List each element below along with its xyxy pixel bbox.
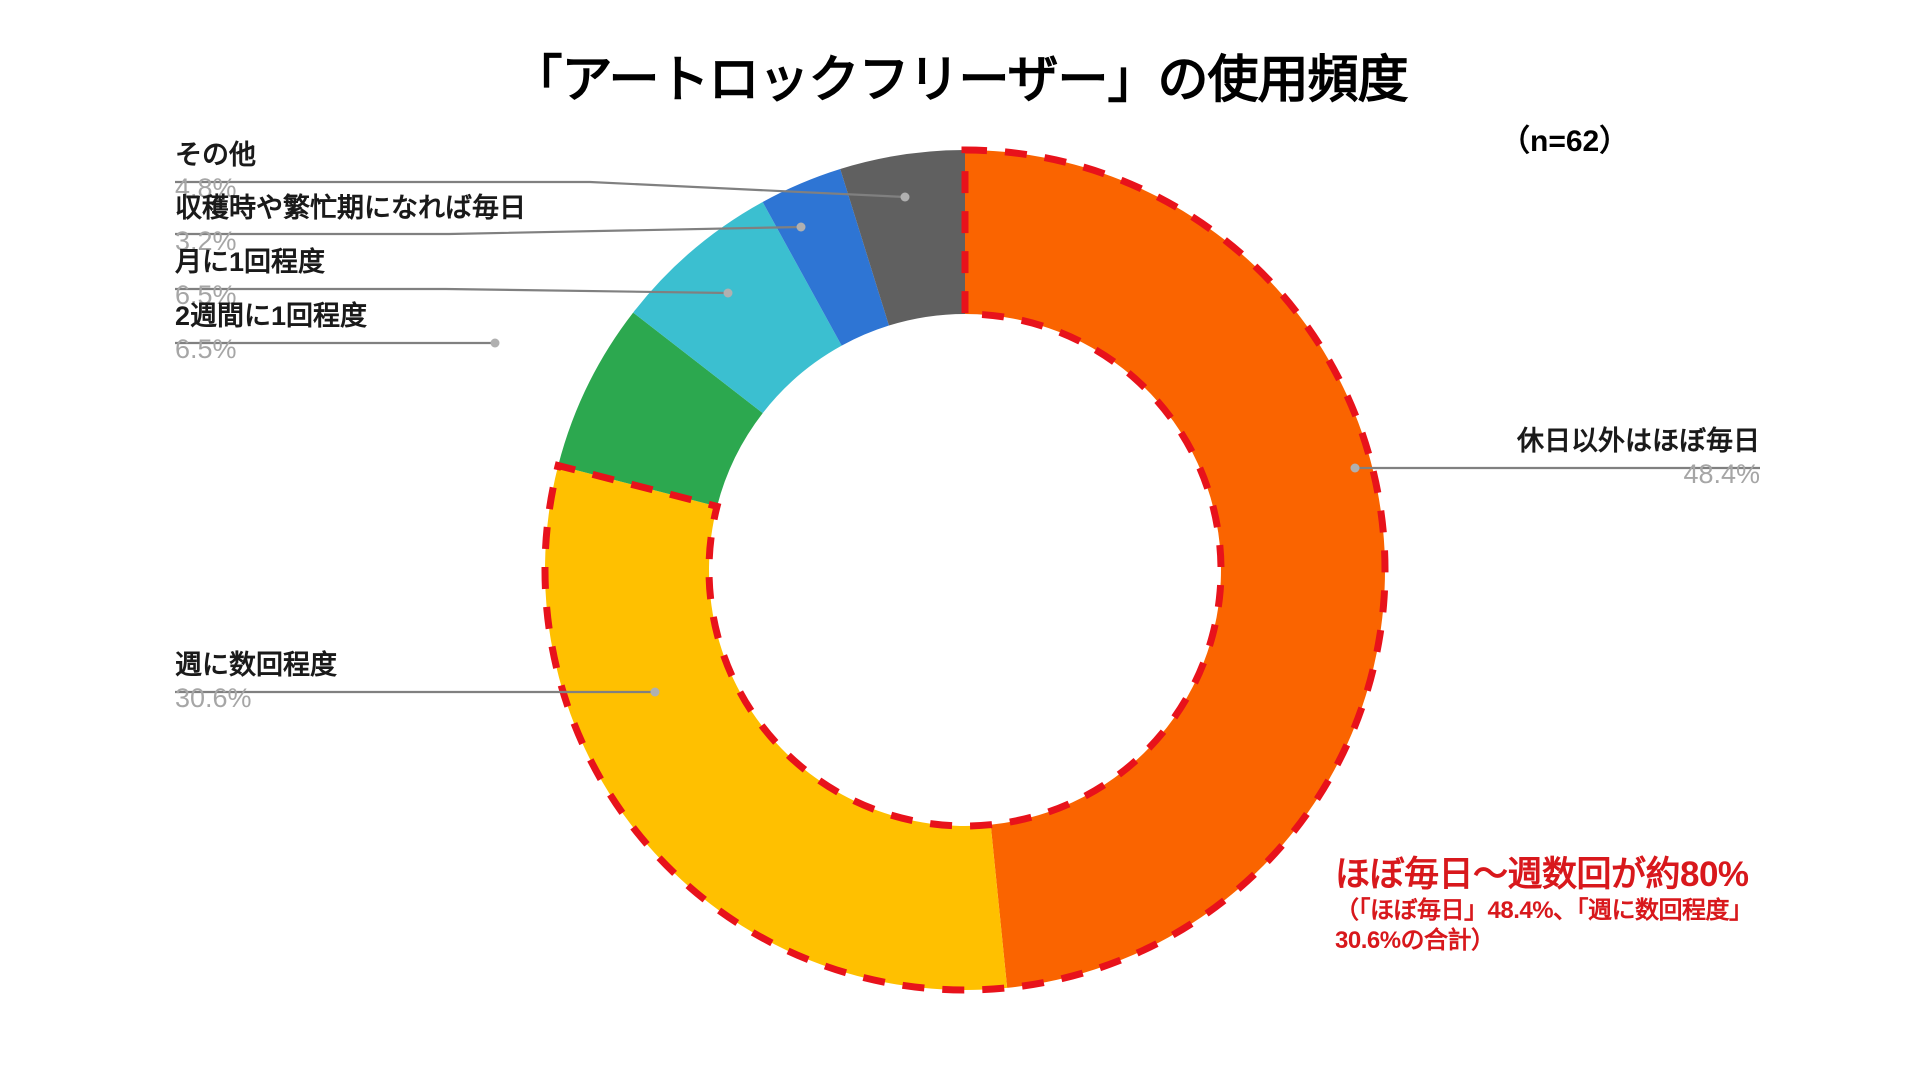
leader-line-daily	[1350, 463, 1760, 473]
callout-busy: 収穫時や繁忙期になれば毎日 3.2%	[175, 193, 526, 258]
callout-weekly-value: 30.6%	[175, 683, 252, 714]
callout-monthly-name: 月に1回程度	[175, 247, 326, 277]
callout-daily: 休日以外はほぼ毎日 48.4%	[1400, 426, 1760, 491]
page-title: 「アートロックフリーザー」の使用頻度	[511, 51, 1409, 108]
donut-slice-monthly[interactable]	[633, 201, 842, 414]
donut-slice-daily[interactable]	[965, 150, 1385, 988]
callout-biweekly-value: 6.5%	[175, 334, 237, 365]
callout-monthly-value: 6.5%	[175, 280, 237, 311]
callout-other-name: その他	[175, 140, 256, 170]
callout-other: その他 4.8%	[175, 140, 256, 205]
annotation-detail-line1: （「ほぼ毎日」48.4%、「週に数回程度」	[1335, 896, 1753, 924]
donut-slice-busy[interactable]	[762, 168, 889, 346]
callout-biweekly: 2週間に1回程度 6.5%	[175, 301, 367, 366]
leader-line-busy	[175, 222, 806, 236]
annotation-detail-line2: 30.6%の合計）	[1335, 927, 1495, 955]
leader-line-other	[175, 180, 910, 202]
donut-slice-weekly[interactable]	[544, 465, 1008, 990]
callout-daily-name: 休日以外はほぼ毎日	[1517, 426, 1760, 456]
callout-busy-name: 収穫時や繁忙期になれば毎日	[175, 193, 526, 223]
leader-line-biweekly	[175, 338, 500, 348]
leader-line-weekly	[175, 687, 660, 697]
callout-daily-value: 48.4%	[1683, 459, 1760, 490]
callout-biweekly-name: 2週間に1回程度	[175, 301, 368, 331]
annotation-headline: ほぼ毎日〜週数回が約80%	[1335, 855, 1749, 894]
callout-busy-value: 3.2%	[175, 226, 237, 257]
callout-weekly: 週に数回程度 30.6%	[175, 650, 337, 715]
callout-other-value: 4.8%	[175, 173, 237, 204]
callout-monthly: 月に1回程度 6.5%	[175, 247, 325, 312]
sample-size-label: （n=62）	[1500, 125, 1630, 158]
donut-slice-biweekly[interactable]	[558, 312, 763, 507]
highlight-annotation: ほぼ毎日〜週数回が約80% （「ほぼ毎日」48.4%、「週に数回程度」 30.6…	[1335, 855, 1753, 957]
donut-slice-other[interactable]	[840, 150, 965, 326]
callout-weekly-name: 週に数回程度	[175, 650, 337, 680]
leader-line-monthly	[175, 287, 733, 298]
highlight-outline	[541, 146, 1389, 994]
